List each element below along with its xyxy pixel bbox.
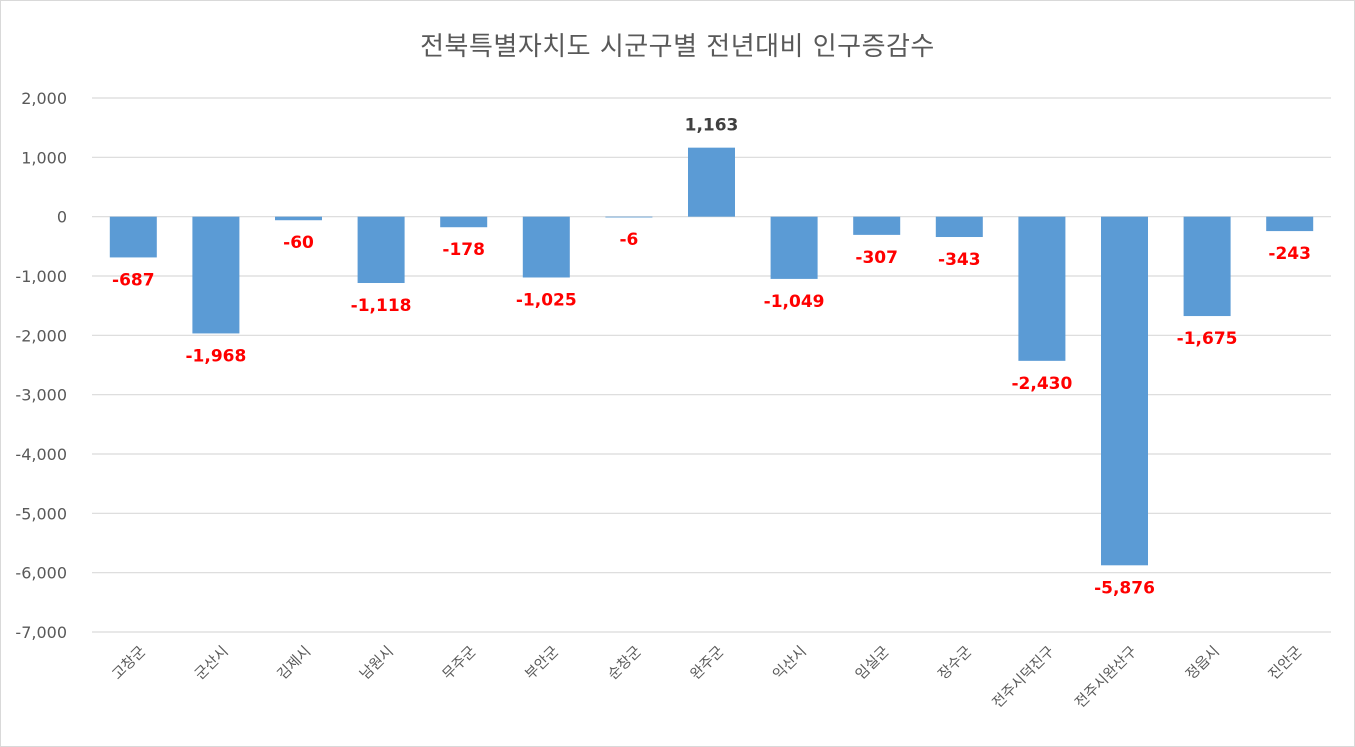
bar	[1266, 216, 1314, 232]
x-tick-label: 전주시덕진구	[989, 643, 1058, 712]
x-tick-label: 군산시	[191, 643, 231, 683]
data-label: -5,876	[1094, 578, 1155, 598]
data-label: -6	[619, 230, 638, 250]
bar	[357, 216, 405, 284]
data-label: -243	[1268, 244, 1311, 264]
bar	[192, 216, 240, 334]
bar	[1018, 216, 1066, 361]
data-label: -307	[855, 248, 898, 268]
y-tick-label: -3,000	[15, 386, 67, 405]
bar	[770, 216, 818, 279]
bar	[109, 216, 157, 258]
x-tick-label: 익산시	[770, 643, 810, 683]
bar	[440, 216, 488, 228]
data-label: 1,163	[685, 116, 739, 136]
y-tick-label: 2,000	[21, 89, 67, 108]
x-tick-label: 고창군	[109, 643, 149, 683]
data-label: -1,025	[516, 290, 577, 310]
x-tick-label: 김제시	[274, 643, 314, 683]
x-tick-label: 전주시완산구	[1072, 643, 1141, 712]
data-label: -1,675	[1177, 329, 1238, 349]
x-tick-label: 순창군	[604, 643, 644, 683]
bar	[1101, 216, 1148, 566]
y-axis-ticks: 2,000 1,000 0 -1,000 -2,000 -3,000 -4,000 -5,00…	[15, 89, 67, 642]
chart-title: 전북특별자치도 시군구별 전년대비 인구증감수	[420, 32, 935, 62]
data-label: -1,118	[351, 296, 412, 316]
bars	[109, 147, 1314, 566]
y-tick-label: -2,000	[15, 326, 67, 345]
bar	[522, 216, 570, 278]
x-tick-label: 정읍시	[1183, 643, 1223, 683]
x-tick-label: 임실군	[852, 643, 892, 683]
data-label: -1,049	[764, 292, 825, 312]
bar	[935, 216, 983, 238]
y-tick-label: 1,000	[21, 148, 67, 167]
y-tick-label: -4,000	[15, 445, 67, 464]
y-tick-label: -5,000	[15, 504, 67, 523]
data-label: -343	[938, 250, 981, 270]
x-tick-label: 완주군	[687, 643, 727, 683]
data-label: -1,968	[185, 346, 246, 366]
y-tick-label: 0	[57, 208, 67, 227]
bar	[853, 216, 901, 235]
x-axis-ticks: 고창군 군산시 김제시 남원시 무주군 부안군 순창군 완주군 익산시 임실군 장수군 전주시덕진구 전…	[109, 643, 1306, 712]
bar	[688, 147, 735, 217]
bar	[275, 216, 322, 221]
y-tick-label: -1,000	[15, 267, 67, 286]
data-label: -2,430	[1011, 374, 1072, 394]
y-tick-label: -6,000	[15, 564, 67, 583]
y-tick-label: -7,000	[15, 623, 67, 642]
bar	[605, 216, 653, 218]
bar	[1183, 216, 1231, 317]
x-tick-label: 장수군	[935, 643, 975, 683]
data-label: -687	[112, 270, 155, 290]
x-tick-label: 진안군	[1265, 643, 1305, 683]
data-labels: -687 -1,968 -60 -1,118 -178 -1,025 -6 1,163 -1,0…	[112, 116, 1311, 599]
x-tick-label: 부안군	[522, 643, 562, 683]
x-tick-label: 무주군	[440, 644, 480, 684]
data-label: -60	[283, 233, 314, 253]
x-tick-label: 남원시	[357, 643, 397, 683]
data-label: -178	[442, 240, 485, 260]
